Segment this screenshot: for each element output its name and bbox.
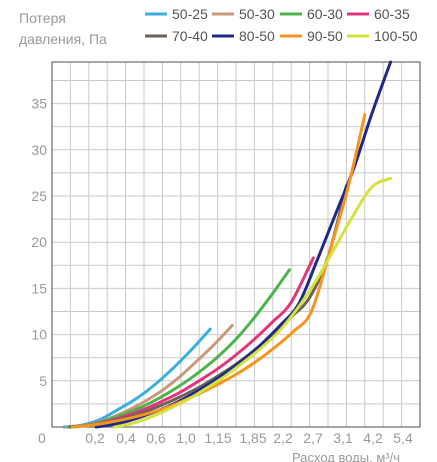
legend-label-60-35: 60-35 (374, 6, 410, 22)
y-axis-title-line-2: давления, Па (19, 31, 107, 47)
y-tick-labels: 5 10 15 20 25 30 35 0 (31, 96, 47, 446)
x-tick-label: 2,7 (303, 430, 323, 446)
y-tick-label: 5 (39, 373, 47, 389)
legend-label-70-40: 70-40 (172, 28, 208, 44)
x-tick-label: 0,6 (146, 430, 166, 446)
legend: 50-25 50-30 60-30 60-35 70-40 80-50 90-50 100-5… (145, 6, 418, 44)
y-tick-label: 25 (31, 188, 47, 204)
x-tick-label: 0,4 (116, 430, 136, 446)
y-axis-title-line-1: Потеря (19, 10, 66, 26)
y-tick-label: 30 (31, 142, 47, 158)
y-tick-label: 35 (31, 96, 47, 112)
legend-label-50-25: 50-25 (172, 6, 208, 22)
x-tick-labels: 0,2 0,4 0,6 1,0 1,15 1,85 2,2 2,7 3,1 4,2 5,4 (85, 430, 413, 446)
legend-label-90-50: 90-50 (307, 28, 343, 44)
plot-frame (51, 61, 421, 428)
y-tick-label: 10 (31, 327, 47, 343)
legend-label-60-30: 60-30 (307, 6, 343, 22)
series-line-90-50 (70, 113, 367, 429)
x-tick-label: 0,2 (85, 430, 105, 446)
legend-label-80-50: 80-50 (239, 28, 275, 44)
y-tick-label-zero: 0 (38, 430, 46, 446)
legend-label-50-30: 50-30 (239, 6, 275, 22)
y-tick-label: 15 (31, 280, 47, 296)
x-axis-title: Расход воды, м³/ч (292, 450, 400, 462)
x-tick-label: 1,0 (176, 430, 196, 446)
series-line-100-50 (113, 176, 393, 429)
legend-label-100-50: 100-50 (374, 28, 418, 44)
x-tick-label: 1,85 (239, 430, 266, 446)
x-tick-label: 4,2 (363, 430, 383, 446)
series-lines (62, 60, 393, 429)
x-tick-label: 1,15 (204, 430, 231, 446)
y-tick-label: 20 (31, 234, 47, 250)
x-tick-label: 5,4 (393, 430, 413, 446)
x-tick-label: 3,1 (333, 430, 353, 446)
x-tick-label: 2,2 (273, 430, 293, 446)
